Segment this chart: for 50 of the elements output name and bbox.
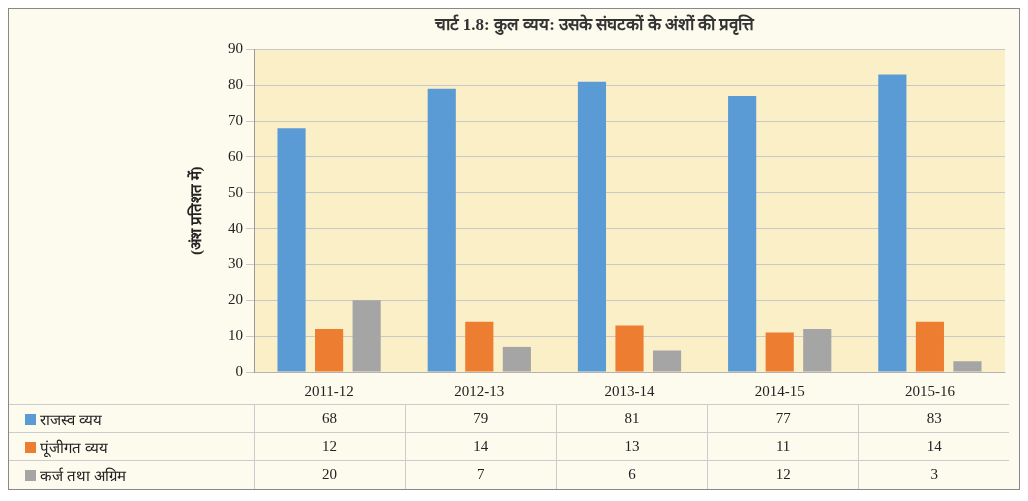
bar: [315, 328, 344, 372]
y-tick-label: 30: [228, 255, 243, 272]
data-label: 12: [707, 460, 859, 489]
bar: [577, 81, 607, 372]
y-tick-label: 60: [228, 147, 243, 164]
y-tick-label: 70: [228, 112, 243, 129]
y-tick-label: 0: [235, 362, 243, 379]
chart-title: चार्ट 1.8: कुल व्यय: उसके संघटकों के अंशों की प्रवृत्ति: [433, 13, 756, 35]
y-tick-label: 20: [228, 291, 243, 308]
bar: [502, 346, 531, 372]
y-tick-label: 40: [228, 219, 243, 236]
y-tick-label: 10: [228, 327, 243, 344]
bar: [765, 332, 794, 372]
bar: [953, 361, 982, 372]
x-tick-label: 2011-12: [304, 382, 354, 399]
bar: [652, 350, 682, 372]
data-label: 14: [405, 432, 557, 461]
data-label: 7: [405, 460, 557, 489]
data-label: 3: [858, 460, 1010, 489]
x-tick-label: 2013-14: [604, 382, 655, 399]
bar: [465, 321, 494, 372]
x-tick-label: 2015-16: [904, 382, 956, 399]
bar: [728, 96, 757, 372]
data-label: 6: [556, 460, 708, 489]
data-label: 12: [254, 432, 406, 461]
bar: [615, 325, 644, 372]
bar: [915, 321, 944, 372]
bar: [803, 328, 832, 372]
data-label: 68: [254, 404, 406, 433]
bar: [277, 128, 306, 372]
y-axis-title: (अंश प्रतिशत में): [186, 166, 205, 255]
data-label: 81: [556, 404, 708, 433]
y-tick-label: 80: [228, 76, 243, 93]
bar: [352, 300, 381, 372]
bar: [427, 88, 456, 372]
data-label: 11: [707, 432, 859, 461]
x-tick-label: 2012-13: [454, 382, 505, 399]
data-label: 13: [556, 432, 708, 461]
y-tick-label: 50: [228, 183, 243, 200]
x-tick-label: 2014-15: [754, 382, 805, 399]
data-label: 83: [858, 404, 1010, 433]
data-label: 79: [405, 404, 557, 433]
legend-label: कर्ज तथा अग्रिम: [40, 467, 126, 484]
data-label: 14: [858, 432, 1010, 461]
bar: [878, 74, 907, 372]
legend-label: राजस्व व्यय: [40, 411, 102, 428]
data-label: 77: [707, 404, 859, 433]
legend-label: पूंजीगत व्यय: [40, 439, 108, 456]
data-label: 20: [254, 460, 406, 489]
y-tick-label: 90: [228, 40, 243, 57]
